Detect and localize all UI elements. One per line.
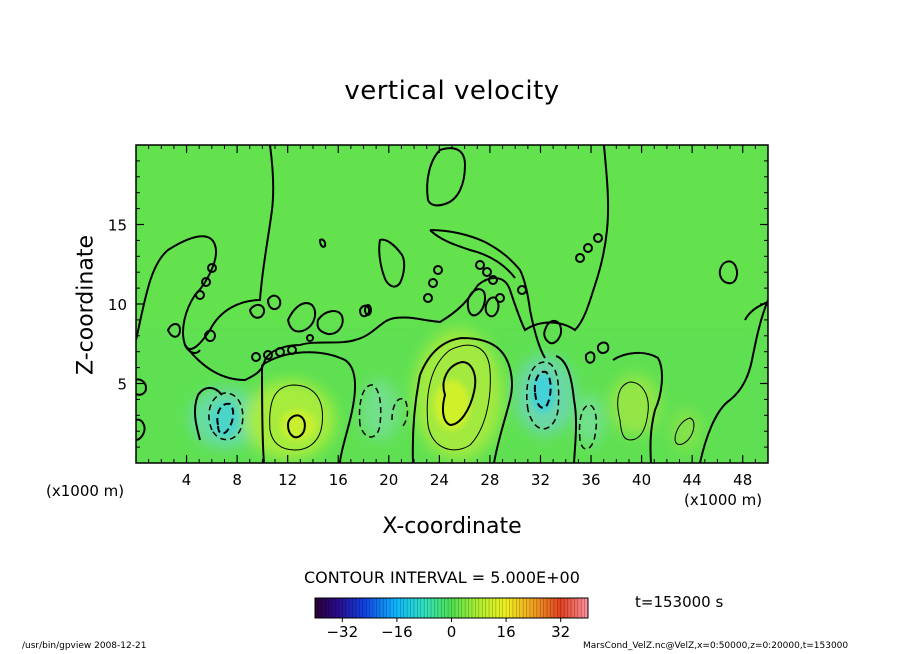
y-axis-ticks: 5 10 15 — [108, 160, 768, 448]
x-tick-label: 8 — [232, 471, 242, 489]
x-tick-label: 36 — [581, 471, 600, 489]
contour-lines — [136, 145, 768, 463]
x-tick-label: 20 — [379, 471, 398, 489]
footer-source: MarsCond_VelZ.nc@VelZ,x=0:50000,z=0:2000… — [583, 641, 849, 651]
x-tick-label: 32 — [531, 471, 550, 489]
x-tick-label: 12 — [278, 471, 297, 489]
y-axis-label: Z-coordinate — [73, 235, 99, 375]
colorbar-tick-label: 0 — [447, 623, 457, 641]
x-tick-label: 16 — [329, 471, 348, 489]
colorbar-tick-label: 32 — [551, 623, 570, 641]
x-tick-label: 44 — [683, 471, 702, 489]
footer-program: /usr/bin/gpview 2008-12-21 — [22, 641, 147, 651]
y-tick-label: 10 — [108, 296, 127, 314]
x-axis-unit: (x1000 m) — [684, 491, 763, 509]
x-tick-label: 40 — [632, 471, 651, 489]
y-tick-label: 5 — [117, 376, 127, 394]
x-tick-label: 4 — [182, 471, 192, 489]
colorbar-tick-label: −16 — [381, 623, 413, 641]
chart-title: vertical velocity — [344, 76, 560, 106]
x-tick-label: 28 — [480, 471, 499, 489]
colorbar-stripes — [318, 598, 585, 618]
y-tick-label: 15 — [108, 217, 127, 235]
colorbar — [315, 598, 588, 618]
x-axis-ticks: 4 8 12 16 20 24 28 32 36 40 44 48 — [148, 145, 756, 489]
x-tick-label: 48 — [733, 471, 752, 489]
colorbar-tick-label: 16 — [497, 623, 516, 641]
x-tick-label: 24 — [430, 471, 449, 489]
y-axis-unit: (x1000 m) — [46, 482, 125, 500]
x-axis-label: X-coordinate — [382, 514, 522, 539]
contour-interval-label: CONTOUR INTERVAL = 5.000E+00 — [304, 568, 580, 587]
heatmap-field — [136, 145, 768, 463]
time-label: t=153000 s — [635, 593, 724, 611]
colorbar-ticks: −32 −16 0 16 32 — [326, 618, 570, 641]
colorbar-tick-label: −32 — [326, 623, 358, 641]
